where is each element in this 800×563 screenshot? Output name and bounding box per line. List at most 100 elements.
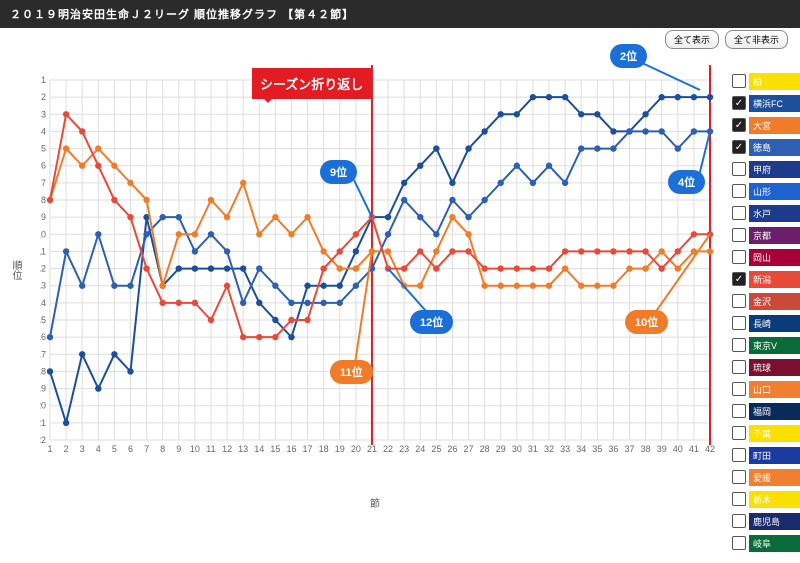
legend-item-京都[interactable]: 京都 <box>730 224 800 246</box>
legend-label: 千葉 <box>749 425 800 442</box>
svg-text:6: 6 <box>128 444 133 454</box>
legend-item-栃木[interactable]: 栃木 <box>730 488 800 510</box>
page-title: ２０１９明治安田生命Ｊ２リーグ 順位推移グラフ 【第４２節】 <box>0 0 800 28</box>
svg-text:4: 4 <box>41 126 46 136</box>
legend-item-町田[interactable]: 町田 <box>730 444 800 466</box>
ranking-chart: 1234567891011121314151617181920212212345… <box>40 60 720 480</box>
svg-text:18: 18 <box>319 444 329 454</box>
legend-item-岡山[interactable]: 岡山 <box>730 246 800 268</box>
legend: 柏✓横浜FC✓大宮✓徳島甲府山形水戸京都岡山✓新潟金沢長崎東京V琉球山口福岡千葉… <box>730 70 800 554</box>
legend-item-長崎[interactable]: 長崎 <box>730 312 800 334</box>
legend-label: 愛媛 <box>749 469 800 486</box>
legend-label: 町田 <box>749 447 800 464</box>
legend-item-琉球[interactable]: 琉球 <box>730 356 800 378</box>
legend-item-鹿児島[interactable]: 鹿児島 <box>730 510 800 532</box>
svg-text:21: 21 <box>40 418 46 428</box>
legend-item-東京V[interactable]: 東京V <box>730 334 800 356</box>
legend-item-岐阜[interactable]: 岐阜 <box>730 532 800 554</box>
svg-text:12: 12 <box>222 444 232 454</box>
svg-text:23: 23 <box>399 444 409 454</box>
svg-text:7: 7 <box>144 444 149 454</box>
legend-item-千葉[interactable]: 千葉 <box>730 422 800 444</box>
legend-item-大宮[interactable]: ✓大宮 <box>730 114 800 136</box>
svg-text:11: 11 <box>206 444 215 454</box>
legend-checkbox[interactable] <box>732 426 746 440</box>
svg-text:5: 5 <box>41 144 46 154</box>
legend-label: 栃木 <box>749 491 800 508</box>
legend-label: 東京V <box>749 337 800 354</box>
svg-text:40: 40 <box>673 444 683 454</box>
legend-checkbox[interactable] <box>732 294 746 308</box>
legend-checkbox[interactable] <box>732 492 746 506</box>
legend-checkbox[interactable] <box>732 448 746 462</box>
legend-checkbox[interactable] <box>732 514 746 528</box>
legend-label: 甲府 <box>749 161 800 178</box>
legend-checkbox[interactable]: ✓ <box>732 118 746 132</box>
legend-label: 鹿児島 <box>749 513 800 530</box>
legend-item-山形[interactable]: 山形 <box>730 180 800 202</box>
legend-item-甲府[interactable]: 甲府 <box>730 158 800 180</box>
svg-text:4: 4 <box>96 444 101 454</box>
svg-text:13: 13 <box>238 444 248 454</box>
legend-checkbox[interactable] <box>732 184 746 198</box>
svg-text:1: 1 <box>47 444 52 454</box>
legend-checkbox[interactable] <box>732 404 746 418</box>
legend-checkbox[interactable] <box>732 316 746 330</box>
svg-text:25: 25 <box>431 444 441 454</box>
svg-text:41: 41 <box>689 444 699 454</box>
legend-item-金沢[interactable]: 金沢 <box>730 290 800 312</box>
legend-label: 琉球 <box>749 359 800 376</box>
svg-text:32: 32 <box>544 444 554 454</box>
legend-item-水戸[interactable]: 水戸 <box>730 202 800 224</box>
legend-item-徳島[interactable]: ✓徳島 <box>730 136 800 158</box>
legend-checkbox[interactable]: ✓ <box>732 272 746 286</box>
legend-item-新潟[interactable]: ✓新潟 <box>730 268 800 290</box>
legend-label: 徳島 <box>749 139 800 156</box>
show-all-button[interactable]: 全て表示 <box>665 30 719 49</box>
legend-item-福岡[interactable]: 福岡 <box>730 400 800 422</box>
legend-checkbox[interactable] <box>732 74 746 88</box>
svg-text:15: 15 <box>270 444 280 454</box>
legend-checkbox[interactable]: ✓ <box>732 96 746 110</box>
legend-checkbox[interactable] <box>732 338 746 352</box>
svg-text:3: 3 <box>41 109 46 119</box>
legend-checkbox[interactable] <box>732 228 746 242</box>
legend-label: 水戸 <box>749 205 800 222</box>
legend-item-横浜FC[interactable]: ✓横浜FC <box>730 92 800 114</box>
svg-text:1: 1 <box>41 75 46 85</box>
legend-checkbox[interactable] <box>732 360 746 374</box>
svg-text:15: 15 <box>40 315 46 325</box>
legend-item-山口[interactable]: 山口 <box>730 378 800 400</box>
svg-text:16: 16 <box>40 332 46 342</box>
svg-text:21: 21 <box>367 444 377 454</box>
hide-all-button[interactable]: 全て非表示 <box>725 30 788 49</box>
legend-checkbox[interactable] <box>732 536 746 550</box>
legend-checkbox[interactable] <box>732 162 746 176</box>
legend-label: 福岡 <box>749 403 800 420</box>
legend-checkbox[interactable] <box>732 206 746 220</box>
svg-text:19: 19 <box>335 444 345 454</box>
legend-label: 山口 <box>749 381 800 398</box>
callout-10位: 10位 <box>625 310 668 334</box>
legend-item-愛媛[interactable]: 愛媛 <box>730 466 800 488</box>
legend-item-柏[interactable]: 柏 <box>730 70 800 92</box>
svg-text:8: 8 <box>160 444 165 454</box>
legend-label: 長崎 <box>749 315 800 332</box>
legend-label: 大宮 <box>749 117 800 134</box>
callout-2位: 2位 <box>610 44 647 68</box>
legend-checkbox[interactable]: ✓ <box>732 140 746 154</box>
svg-text:8: 8 <box>41 195 46 205</box>
legend-label: 京都 <box>749 227 800 244</box>
callout-4位: 4位 <box>668 170 705 194</box>
svg-text:28: 28 <box>480 444 490 454</box>
toolbar: 全て表示 全て非表示 <box>665 30 788 49</box>
legend-label: 横浜FC <box>749 95 800 112</box>
svg-text:6: 6 <box>41 161 46 171</box>
svg-text:17: 17 <box>303 444 313 454</box>
legend-checkbox[interactable] <box>732 250 746 264</box>
svg-text:22: 22 <box>40 435 46 445</box>
legend-checkbox[interactable] <box>732 470 746 484</box>
svg-text:7: 7 <box>41 178 46 188</box>
legend-label: 新潟 <box>749 271 800 288</box>
legend-checkbox[interactable] <box>732 382 746 396</box>
